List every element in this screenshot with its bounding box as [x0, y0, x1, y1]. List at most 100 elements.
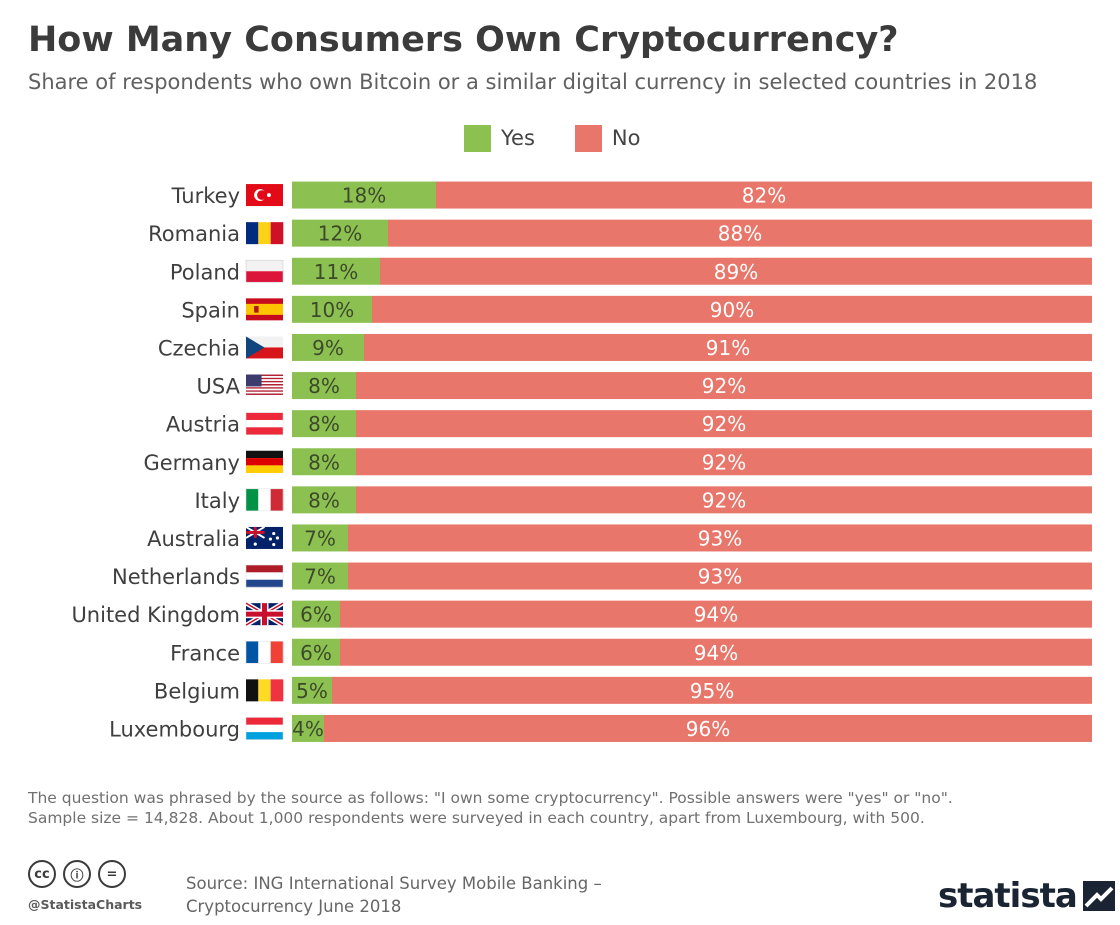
bar-row-australia: Australia 7% 93% [147, 524, 1092, 552]
bar-yes [292, 486, 356, 514]
flag-belgium-icon [246, 679, 284, 702]
value-label-no: 93% [698, 526, 742, 550]
statista-logo-icon [1082, 881, 1115, 911]
bar-row-turkey: Turkey 18% 82% [171, 181, 1092, 209]
value-label-yes: 7% [304, 526, 336, 550]
flag-netherlands-icon [245, 564, 284, 588]
bar-row-spain: Spain 10% 90% [181, 295, 1092, 323]
bar-row-poland: Poland 11% 89% [170, 257, 1092, 285]
bar-no [436, 181, 1092, 209]
legend-item-yes: Yes [464, 124, 535, 152]
category-label: Luxembourg [109, 717, 240, 741]
flag-austria-icon [245, 412, 284, 435]
flag-luxembourg-icon [245, 717, 284, 740]
value-label-no: 92% [702, 488, 746, 512]
category-label: United Kingdom [71, 603, 240, 627]
category-label: Germany [143, 451, 240, 475]
category-label: Poland [170, 260, 240, 284]
category-label: Romania [148, 222, 240, 246]
bar-row-belgium: Belgium 5% 95% [154, 676, 1092, 704]
bar-yes [292, 333, 364, 361]
bar-yes [292, 562, 348, 590]
value-label-yes: 11% [314, 260, 358, 284]
brand-logo: statista [938, 876, 1115, 916]
category-label: USA [197, 375, 241, 399]
chart-subtitle: Share of respondents who own Bitcoin or … [28, 70, 1038, 94]
bar-no [324, 714, 1092, 742]
bar-no [348, 524, 1092, 552]
bar-yes [292, 524, 348, 552]
attribution-icon: ⓘ [63, 860, 91, 888]
social-handle: @StatistaCharts [28, 897, 143, 912]
value-label-no: 89% [714, 260, 758, 284]
bar-yes [292, 676, 332, 704]
category-label: Italy [194, 489, 240, 513]
category-label: Turkey [171, 184, 240, 208]
bar-row-czechia: Czechia 9% 91% [158, 333, 1092, 361]
source-line-2: Cryptocurrency June 2018 [186, 897, 402, 916]
bar-row-luxembourg: Luxembourg 4% 96% [109, 714, 1092, 742]
bar-no [356, 486, 1092, 514]
flag-romania-icon [246, 222, 284, 245]
legend: Yes No [464, 122, 680, 154]
legend-swatch-no [574, 124, 602, 152]
flag-spain-icon [246, 298, 283, 321]
bar-no [340, 600, 1092, 628]
bar-yes [292, 410, 356, 438]
bar-no [356, 410, 1092, 438]
category-label: Netherlands [112, 565, 240, 589]
value-label-yes: 7% [304, 565, 336, 589]
flag-france-icon [245, 641, 284, 664]
value-label-yes: 6% [300, 603, 332, 627]
flag-poland-icon [245, 259, 284, 283]
bar-row-france: France 6% 94% [170, 638, 1092, 666]
bar-yes [292, 714, 324, 742]
bar-yes [292, 638, 340, 666]
source-line-1: Source: ING International Survey Mobile … [186, 874, 602, 893]
value-label-yes: 9% [312, 336, 344, 360]
value-label-yes: 18% [342, 184, 386, 208]
bar-no [364, 333, 1092, 361]
category-label: Belgium [154, 679, 240, 703]
bar-row-romania: Romania 12% 88% [148, 219, 1092, 247]
bar-row-austria: Austria 8% 92% [166, 410, 1092, 438]
value-label-yes: 8% [308, 488, 340, 512]
bar-row-usa: USA 8% 92% [197, 372, 1092, 400]
bar-no [356, 448, 1092, 476]
bar-row-germany: Germany 8% 92% [143, 448, 1092, 476]
value-label-no: 92% [702, 412, 746, 436]
footnote-line-1: The question was phrased by the source a… [28, 789, 953, 807]
bar-yes [292, 257, 380, 285]
category-label: Spain [181, 298, 240, 322]
brand-name: statista [938, 876, 1078, 916]
bar-yes [292, 448, 356, 476]
bar-yes [292, 219, 388, 247]
category-label: Austria [166, 413, 240, 437]
bar-no [380, 257, 1092, 285]
bar-yes [292, 372, 356, 400]
flag-italy-icon [245, 488, 284, 512]
creative-commons-icon: cc [28, 860, 56, 888]
value-label-yes: 6% [300, 641, 332, 665]
stacked-bar-chart: Turkey 18% 82% Romania 12% 88% Poland 11% 89% Spa… [71, 181, 1092, 742]
bar-no [372, 295, 1092, 323]
value-label-no: 90% [710, 298, 754, 322]
category-label: Czechia [158, 336, 240, 360]
license-icons: cc ⓘ = [28, 860, 133, 888]
chart-title: How Many Consumers Own Cryptocurrency? [28, 20, 899, 60]
bar-no [388, 219, 1092, 247]
value-label-yes: 10% [310, 298, 354, 322]
flag-turkey-icon [246, 184, 283, 207]
legend-item-no: No [574, 124, 641, 152]
legend-label-no: No [611, 126, 641, 150]
value-label-yes: 4% [292, 717, 324, 741]
value-label-no: 82% [742, 184, 786, 208]
value-label-no: 93% [698, 565, 742, 589]
bar-row-netherlands: Netherlands 7% 93% [112, 562, 1092, 590]
legend-label-yes: Yes [501, 126, 535, 150]
flag-australia-icon [245, 526, 283, 549]
category-label: Australia [147, 527, 240, 551]
value-label-no: 94% [694, 641, 738, 665]
value-label-yes: 12% [318, 222, 362, 246]
category-label: France [170, 641, 240, 665]
